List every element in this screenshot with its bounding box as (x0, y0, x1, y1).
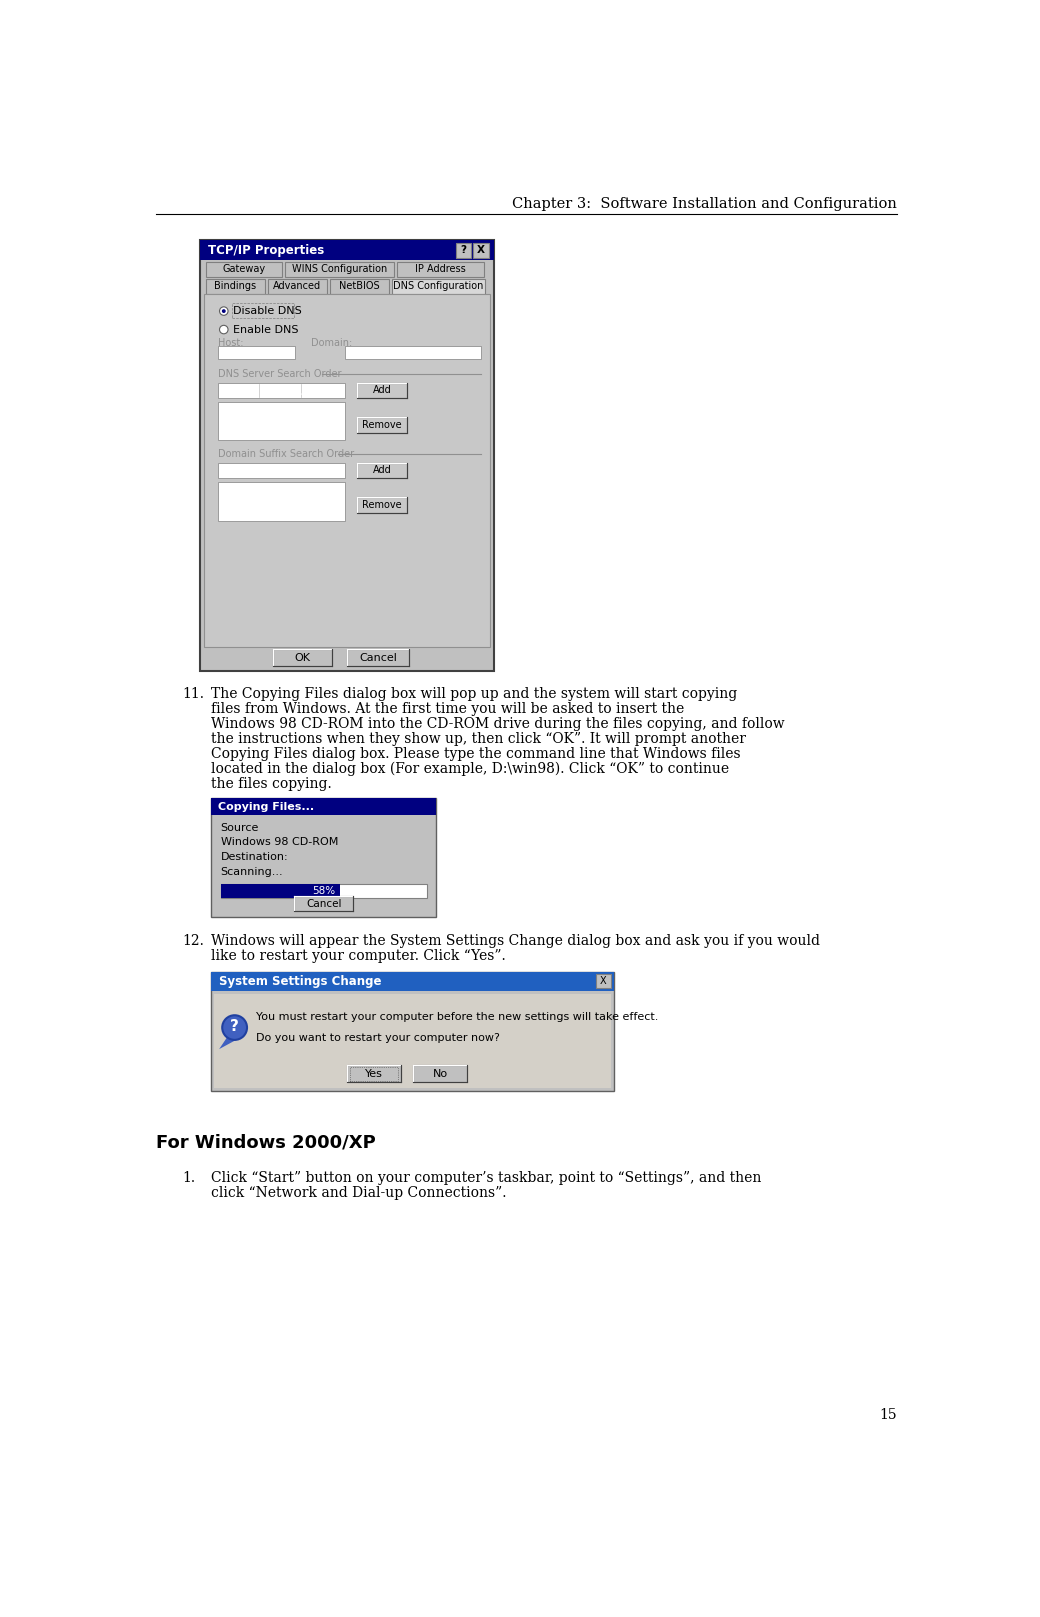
Bar (345, 346, 482, 359)
Bar (200, 241, 494, 260)
Bar (211, 972, 615, 991)
Bar (357, 462, 408, 479)
Polygon shape (219, 1038, 236, 1049)
Text: .: . (258, 385, 262, 398)
Text: Add: Add (373, 466, 392, 475)
Text: Domain Suffix Search Order: Domain Suffix Search Order (217, 450, 354, 459)
Text: ?: ? (230, 1019, 239, 1035)
Bar (330, 278, 389, 294)
Bar (347, 648, 409, 666)
Text: NetBIOS: NetBIOS (339, 281, 380, 291)
Bar (220, 884, 340, 897)
Bar (217, 482, 345, 521)
Text: Destination:: Destination: (220, 852, 288, 862)
Text: 15: 15 (880, 1408, 898, 1423)
Text: 58%: 58% (312, 886, 335, 896)
Bar (200, 241, 494, 671)
Bar (217, 403, 345, 440)
Text: X: X (477, 246, 485, 255)
Text: 1.: 1. (183, 1171, 196, 1185)
Text: Bindings: Bindings (214, 281, 257, 291)
Text: Copying Files dialog box. Please type the command line that Windows files: Copying Files dialog box. Please type th… (211, 747, 740, 762)
Text: 11.: 11. (183, 687, 205, 700)
Text: IP Address: IP Address (415, 264, 466, 273)
Text: click “Network and Dial-up Connections”.: click “Network and Dial-up Connections”. (211, 1185, 506, 1200)
Bar (596, 973, 610, 988)
Circle shape (219, 307, 228, 315)
Bar (211, 799, 436, 815)
Bar (206, 262, 282, 277)
Bar (357, 417, 408, 433)
Text: DNS Configuration: DNS Configuration (393, 281, 484, 291)
Text: Enable DNS: Enable DNS (233, 325, 298, 335)
Text: Windows 98 CD-ROM: Windows 98 CD-ROM (220, 838, 338, 847)
Text: Add: Add (373, 385, 392, 396)
Bar (357, 498, 408, 513)
Text: Host:: Host: (217, 338, 243, 348)
Circle shape (222, 309, 226, 314)
Bar (397, 262, 485, 277)
Text: 12.: 12. (183, 935, 205, 949)
Bar (214, 994, 612, 1088)
Circle shape (223, 1015, 248, 1040)
Text: X: X (600, 977, 606, 986)
Text: System Settings Change: System Settings Change (219, 975, 382, 988)
Text: Remove: Remove (363, 420, 402, 430)
Text: Click “Start” button on your computer’s taskbar, point to “Settings”, and then: Click “Start” button on your computer’s … (211, 1171, 761, 1185)
Text: Source: Source (220, 823, 259, 833)
Bar (220, 884, 426, 897)
Text: the instructions when they show up, then click “OK”. It will prompt another: the instructions when they show up, then… (211, 733, 747, 745)
Text: Disable DNS: Disable DNS (233, 306, 302, 315)
Bar (473, 243, 489, 259)
Text: the files copying.: the files copying. (211, 776, 332, 791)
Text: Cancel: Cancel (306, 899, 341, 909)
Bar (456, 243, 471, 259)
Bar (217, 462, 345, 479)
Text: ?: ? (461, 246, 466, 255)
Bar (217, 383, 345, 398)
Bar (211, 799, 436, 917)
Bar (274, 648, 332, 666)
Bar (285, 262, 393, 277)
Text: .: . (300, 385, 305, 398)
Bar (232, 302, 293, 319)
Text: You must restart your computer before the new settings will take effect.: You must restart your computer before th… (256, 1012, 658, 1022)
Bar (347, 1066, 401, 1082)
Text: WINS Configuration: WINS Configuration (291, 264, 387, 273)
Text: Windows 98 CD-ROM into the CD-ROM drive during the files copying, and follow: Windows 98 CD-ROM into the CD-ROM drive … (211, 716, 785, 731)
Bar (211, 972, 615, 1091)
Text: Windows will appear the System Settings Change dialog box and ask you if you wou: Windows will appear the System Settings … (211, 935, 821, 949)
Text: For Windows 2000/XP: For Windows 2000/XP (156, 1134, 375, 1151)
Bar (392, 278, 485, 294)
Bar (217, 346, 295, 359)
Bar (294, 896, 354, 912)
Text: Copying Files...: Copying Files... (217, 802, 314, 812)
Text: OK: OK (294, 653, 310, 663)
Circle shape (219, 325, 228, 333)
Bar (206, 278, 265, 294)
Text: like to restart your computer. Click “Yes”.: like to restart your computer. Click “Ye… (211, 949, 506, 964)
Text: DNS Server Search Order: DNS Server Search Order (217, 369, 341, 380)
Text: Remove: Remove (363, 500, 402, 509)
Text: Domain:: Domain: (311, 338, 352, 348)
Text: The Copying Files dialog box will pop up and the system will start copying: The Copying Files dialog box will pop up… (211, 687, 737, 700)
Bar (413, 1066, 467, 1082)
Text: Do you want to restart your computer now?: Do you want to restart your computer now… (256, 1033, 500, 1043)
Text: Chapter 3:  Software Installation and Configuration: Chapter 3: Software Installation and Con… (513, 197, 898, 210)
Bar (204, 294, 491, 647)
Text: located in the dialog box (For example, D:\win98). Click “OK” to continue: located in the dialog box (For example, … (211, 762, 729, 776)
Bar (357, 383, 408, 398)
Text: Scanning...: Scanning... (220, 867, 283, 876)
Text: Yes: Yes (365, 1069, 383, 1079)
Bar (268, 278, 327, 294)
Text: Gateway: Gateway (223, 264, 265, 273)
Text: TCP/IP Properties: TCP/IP Properties (208, 244, 323, 257)
Text: Advanced: Advanced (274, 281, 321, 291)
Bar (350, 1067, 398, 1080)
Text: Cancel: Cancel (359, 653, 397, 663)
Text: No: No (433, 1069, 447, 1079)
Text: files from Windows. At the first time you will be asked to insert the: files from Windows. At the first time yo… (211, 702, 684, 716)
